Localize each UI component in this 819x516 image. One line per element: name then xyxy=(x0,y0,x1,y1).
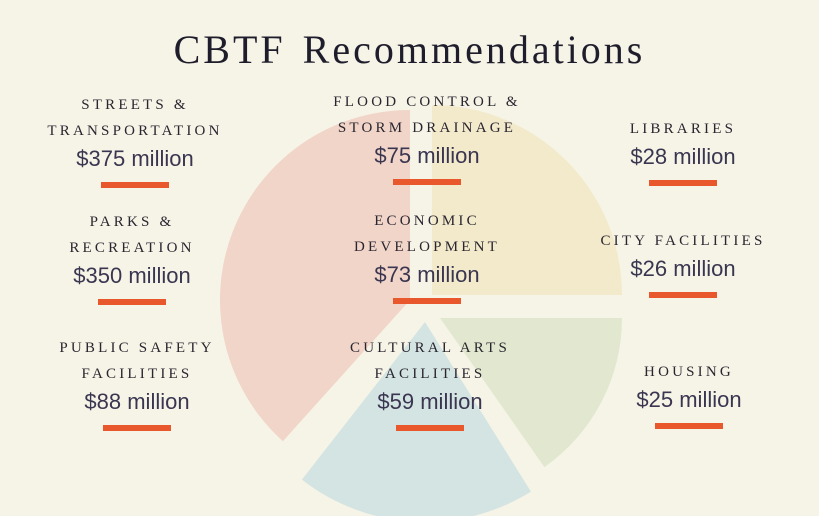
item-amount: $59 million xyxy=(377,389,483,414)
item-label: DEVELOPMENT xyxy=(353,239,501,255)
item-economic-development: ECONOMIC DEVELOPMENT $73 million xyxy=(297,208,557,304)
accent-bar xyxy=(649,180,717,186)
item-amount: $73 million xyxy=(374,262,480,287)
item-label: LIBRARIES xyxy=(629,121,737,137)
pie-wedge-blue xyxy=(301,322,531,516)
item-label: CITY FACILITIES xyxy=(600,233,766,249)
item-housing: HOUSING $25 million xyxy=(559,359,819,429)
pie-wedge-red xyxy=(219,110,410,442)
item-label: STORM DRAINAGE xyxy=(337,120,517,136)
item-public-safety: PUBLIC SAFETY FACILITIES $88 million xyxy=(7,335,267,431)
item-label: FACILITIES xyxy=(81,366,193,382)
accent-bar xyxy=(649,292,717,298)
pie-wedge-yellow xyxy=(432,105,622,295)
item-label: FLOOD CONTROL & xyxy=(333,94,521,110)
item-label: STREETS & xyxy=(81,97,189,113)
accent-bar xyxy=(393,179,461,185)
item-amount: $25 million xyxy=(636,387,742,412)
item-label: PARKS & xyxy=(89,214,175,230)
item-city-facilities: CITY FACILITIES $26 million xyxy=(553,228,813,298)
item-label: HOUSING xyxy=(644,364,734,380)
item-label: FACILITIES xyxy=(374,366,486,382)
item-amount: $26 million xyxy=(630,256,736,281)
item-amount: $28 million xyxy=(630,144,736,169)
accent-bar xyxy=(101,182,169,188)
item-cultural-arts: CULTURAL ARTS FACILITIES $59 million xyxy=(300,335,560,431)
item-amount: $375 million xyxy=(76,146,194,171)
item-amount: $88 million xyxy=(84,389,190,414)
pie-wedge-green xyxy=(440,318,622,468)
item-amount: $75 million xyxy=(374,143,480,168)
item-label: PUBLIC SAFETY xyxy=(59,340,215,356)
accent-bar xyxy=(103,425,171,431)
item-amount: $350 million xyxy=(73,263,191,288)
item-label: TRANSPORTATION xyxy=(47,123,223,139)
page-title: CBTF Recommendations xyxy=(173,27,646,72)
accent-bar xyxy=(98,299,166,305)
accent-bar xyxy=(393,298,461,304)
item-label: ECONOMIC xyxy=(374,213,480,229)
item-label: RECREATION xyxy=(69,240,195,256)
accent-bar xyxy=(655,423,723,429)
item-parks: PARKS & RECREATION $350 million xyxy=(2,209,262,305)
accent-bar xyxy=(396,425,464,431)
item-streets: STREETS & TRANSPORTATION $375 million xyxy=(5,92,265,188)
item-libraries: LIBRARIES $28 million xyxy=(553,116,813,186)
item-flood-control: FLOOD CONTROL & STORM DRAINAGE $75 milli… xyxy=(297,89,557,185)
item-label: CULTURAL ARTS xyxy=(349,340,511,356)
